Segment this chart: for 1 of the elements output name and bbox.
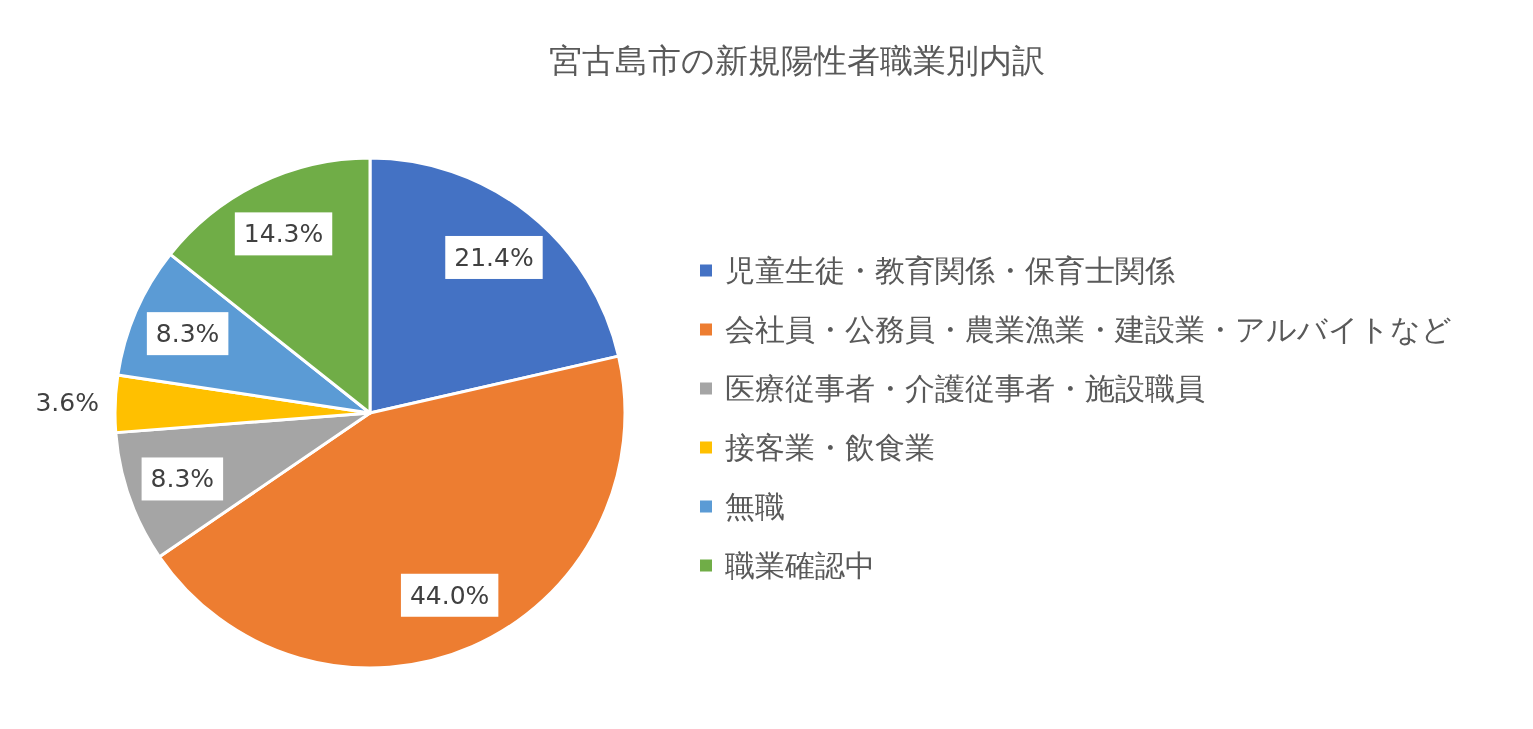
- title: 宮古島市の新規陽性者職業別内訳: [549, 40, 1045, 80]
